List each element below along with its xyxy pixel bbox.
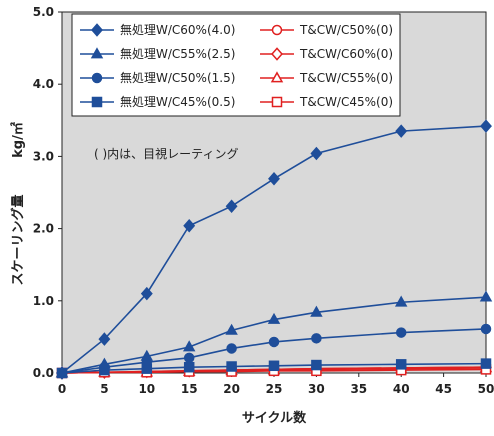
y-axis-label: スケーリング量 [10,194,26,285]
data-point [183,218,196,233]
legend-marker [91,23,103,37]
data-point [140,349,154,361]
y-tick-label: 0.0 [33,366,54,380]
series-3 [56,323,492,379]
x-tick-label: 35 [350,382,367,396]
x-axis-label: サイクル数 [242,410,307,426]
data-point [480,119,492,133]
y-tick-label: 3.0 [33,149,54,163]
series-layer [55,119,493,380]
legend-label: 無処理W/C55%(2.5) [120,46,235,61]
data-point [395,124,408,138]
data-point [226,343,237,354]
legend-marker [271,96,283,108]
x-tick-label: 30 [308,382,325,396]
data-point [310,305,323,317]
legend-label: T&CW/C50%(0) [299,23,393,37]
data-point [395,359,407,370]
chart-annotation: ( )内は、目視レーティング [94,146,238,161]
data-point [183,361,195,373]
legend-label: T&CW/C55%(0) [299,71,393,85]
legend: 無処理W/C60%(4.0) 無処理W/C55%(2.5) 無処理W/C50%(1.… [71,13,401,117]
series-1 [56,119,492,380]
legend-box [71,13,401,117]
x-tick-label: 15 [181,382,198,396]
data-point [183,352,195,364]
data-point [268,336,280,348]
legend-label: 無処理W/C50%(1.5) [120,70,235,85]
data-point [56,366,68,380]
x-tick-label: 20 [223,382,240,396]
data-point [268,360,280,372]
legend-marker [90,47,104,59]
y-tick-label: 5.0 [33,5,54,19]
data-point [310,146,323,161]
data-point [480,323,492,335]
x-tick-label: 10 [138,382,155,396]
legend-marker [91,72,103,84]
data-point [480,358,492,369]
data-point [311,359,322,371]
legend-marker [271,24,283,36]
y-tick-label: 1.0 [33,294,54,308]
legend-label: T&CW/C60%(0) [299,47,393,61]
data-point [182,340,196,352]
y-tick-label: 2.0 [33,222,54,236]
y-axis-unit: kg/㎡ [10,122,26,158]
legend-marker [271,47,283,61]
axis-layer: 0 5 10 15 20 25 30 35 40 45 50 0.0 1.0 2.0 3.0 4.0 5.0 [33,5,494,396]
data-point [98,332,111,346]
legend-label: T&CW/C45%(0) [299,95,393,109]
data-point [267,312,281,324]
x-tick-label: 25 [266,382,283,396]
data-point [479,290,493,302]
series-2 [55,290,493,378]
data-point [225,199,238,213]
x-tick-label: 5 [100,382,108,396]
x-tick-label: 45 [435,382,452,396]
data-point [226,361,237,372]
data-point [394,295,408,307]
y-tick-label: 4.0 [33,77,54,91]
legend-marker [270,71,284,83]
legend-marker [91,96,103,108]
data-point [140,286,153,301]
data-point [268,172,280,186]
data-point [311,333,322,344]
x-tick-label: 40 [393,382,410,396]
legend-label: 無処理W/C60%(4.0) [120,22,235,37]
x-tick-label: 0 [58,382,66,396]
x-tick-label: 50 [478,382,494,396]
data-point [225,323,238,335]
data-point [395,327,407,338]
legend-label: 無処理W/C45%(0.5) [120,94,235,109]
data-point [98,357,111,369]
